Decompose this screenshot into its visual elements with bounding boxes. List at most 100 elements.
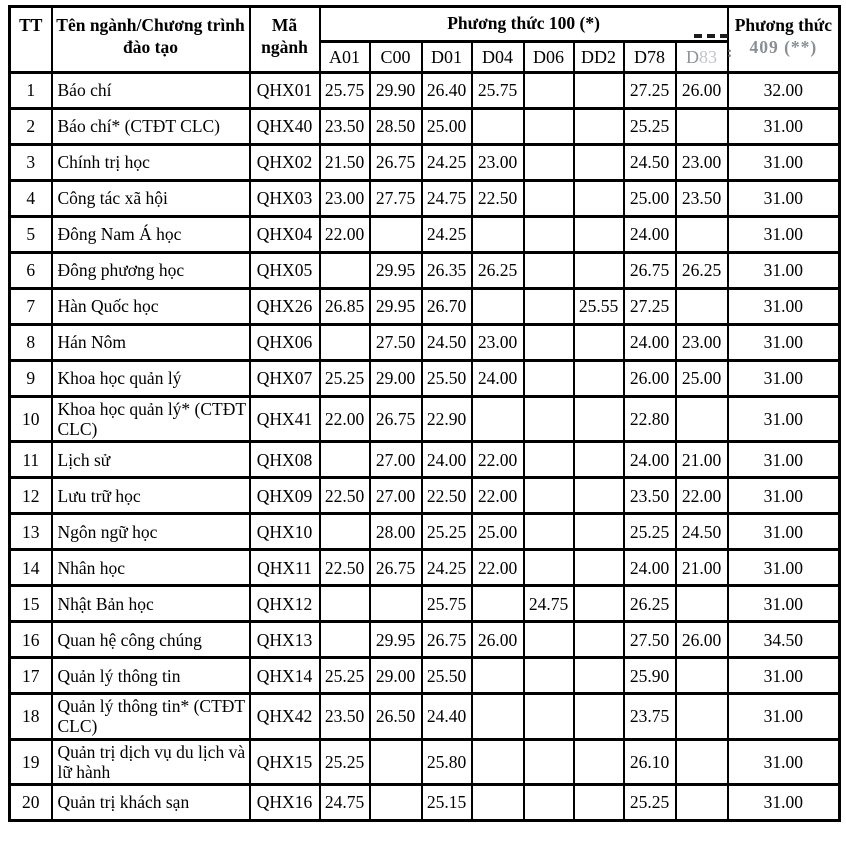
program-name: Chính trị học xyxy=(50,143,251,182)
score-a01: 25.25 xyxy=(318,656,371,696)
row-number: 2 xyxy=(8,107,53,146)
score-d06 xyxy=(522,359,575,398)
score-a01 xyxy=(318,620,371,660)
score-d83 xyxy=(674,287,729,326)
score-d06 xyxy=(522,692,575,741)
score-c00: 29.95 xyxy=(368,251,423,290)
table-row: 14 Nhân học QHX11 22.50 26.75 24.25 22.00 24.00… xyxy=(8,548,841,588)
score-a01 xyxy=(318,584,371,624)
score-d83 xyxy=(674,782,729,822)
score-method409: 31.00 xyxy=(726,692,841,741)
score-c00: 26.50 xyxy=(368,692,423,741)
program-name: Khoa học quản lý* (CTĐT CLC) xyxy=(50,394,251,444)
score-d01: 26.75 xyxy=(420,620,473,660)
program-name: Ngôn ngữ học xyxy=(50,512,251,552)
program-name: Công tác xã hội xyxy=(50,179,251,218)
header-method409: Phương thức 409 (**) xyxy=(726,5,841,74)
score-c00: 29.95 xyxy=(368,287,423,326)
score-d01: 24.40 xyxy=(420,692,473,741)
score-d83: 21.00 xyxy=(674,440,729,480)
score-d83 xyxy=(674,394,729,444)
score-method409: 32.00 xyxy=(726,71,841,110)
score-d06 xyxy=(522,71,575,110)
score-d01: 25.50 xyxy=(420,656,473,696)
score-a01 xyxy=(318,323,371,362)
table-row: 18 Quản lý thông tin* (CTĐT CLC) QHX42 23.5… xyxy=(8,692,841,741)
header-method409-code: 409 (**) xyxy=(749,36,818,57)
score-method409: 31.00 xyxy=(726,394,841,444)
score-dd2 xyxy=(572,440,625,480)
row-number: 5 xyxy=(8,215,53,254)
score-d78: 24.00 xyxy=(622,440,677,480)
score-d04: 26.00 xyxy=(470,620,525,660)
score-d83: 26.00 xyxy=(674,71,729,110)
score-c00: 29.00 xyxy=(368,359,423,398)
program-code: QHX13 xyxy=(248,620,321,660)
score-c00 xyxy=(368,782,423,822)
header-subcol-c00: C00 xyxy=(368,40,423,74)
score-d06 xyxy=(522,287,575,326)
program-name: Khoa học quản lý xyxy=(50,359,251,398)
score-d83 xyxy=(674,215,729,254)
score-a01: 26.85 xyxy=(318,287,371,326)
score-d04 xyxy=(470,737,525,786)
score-d04: 22.00 xyxy=(470,476,525,516)
score-dd2 xyxy=(572,359,625,398)
score-c00 xyxy=(368,737,423,786)
score-method409: 31.00 xyxy=(726,782,841,822)
row-number: 10 xyxy=(8,394,53,444)
score-d78: 23.75 xyxy=(622,692,677,741)
score-method409: 31.00 xyxy=(726,287,841,326)
score-a01: 22.00 xyxy=(318,394,371,444)
score-d04: 26.25 xyxy=(470,251,525,290)
program-code: QHX26 xyxy=(248,287,321,326)
program-code: QHX16 xyxy=(248,782,321,822)
score-d01: 25.00 xyxy=(420,107,473,146)
table-header: TT Tên ngành/Chương trình đào tạo Mã ngà… xyxy=(8,5,841,74)
score-d83: 25.00 xyxy=(674,359,729,398)
table-row: 12 Lưu trữ học QHX09 22.50 27.00 22.50 22.00 23… xyxy=(8,476,841,516)
score-d06 xyxy=(522,476,575,516)
score-d83: 26.25 xyxy=(674,251,729,290)
score-d04: 25.75 xyxy=(470,71,525,110)
score-d06 xyxy=(522,656,575,696)
header-subcol-d04: D04 xyxy=(470,40,525,74)
score-a01: 22.00 xyxy=(318,215,371,254)
score-d83: 23.50 xyxy=(674,179,729,218)
program-name: Hán Nôm xyxy=(50,323,251,362)
header-program: Tên ngành/Chương trình đào tạo xyxy=(50,5,251,74)
score-a01: 25.25 xyxy=(318,359,371,398)
score-d06 xyxy=(522,143,575,182)
program-name: Đông Nam Á học xyxy=(50,215,251,254)
score-d78: 25.25 xyxy=(622,107,677,146)
row-number: 17 xyxy=(8,656,53,696)
score-d04 xyxy=(470,107,525,146)
score-dd2 xyxy=(572,179,625,218)
score-d04 xyxy=(470,782,525,822)
score-dd2 xyxy=(572,143,625,182)
score-c00: 26.75 xyxy=(368,143,423,182)
score-d01: 24.25 xyxy=(420,143,473,182)
program-name: Hàn Quốc học xyxy=(50,287,251,326)
score-d04 xyxy=(470,394,525,444)
score-d78: 25.25 xyxy=(622,782,677,822)
score-d78: 27.25 xyxy=(622,71,677,110)
score-c00: 27.50 xyxy=(368,323,423,362)
program-name: Quan hệ công chúng xyxy=(50,620,251,660)
score-d83: 22.00 xyxy=(674,476,729,516)
program-code: QHX02 xyxy=(248,143,321,182)
score-dd2 xyxy=(572,692,625,741)
score-a01: 23.00 xyxy=(318,179,371,218)
program-code: QHX10 xyxy=(248,512,321,552)
row-number: 15 xyxy=(8,584,53,624)
score-d06: 24.75 xyxy=(522,584,575,624)
score-d01: 25.75 xyxy=(420,584,473,624)
header-subcol-a01: A01 xyxy=(318,40,371,74)
score-d04: 22.00 xyxy=(470,548,525,588)
score-a01: 25.25 xyxy=(318,737,371,786)
row-number: 19 xyxy=(8,737,53,786)
score-dd2 xyxy=(572,620,625,660)
row-number: 4 xyxy=(8,179,53,218)
row-number: 12 xyxy=(8,476,53,516)
score-a01: 22.50 xyxy=(318,476,371,516)
